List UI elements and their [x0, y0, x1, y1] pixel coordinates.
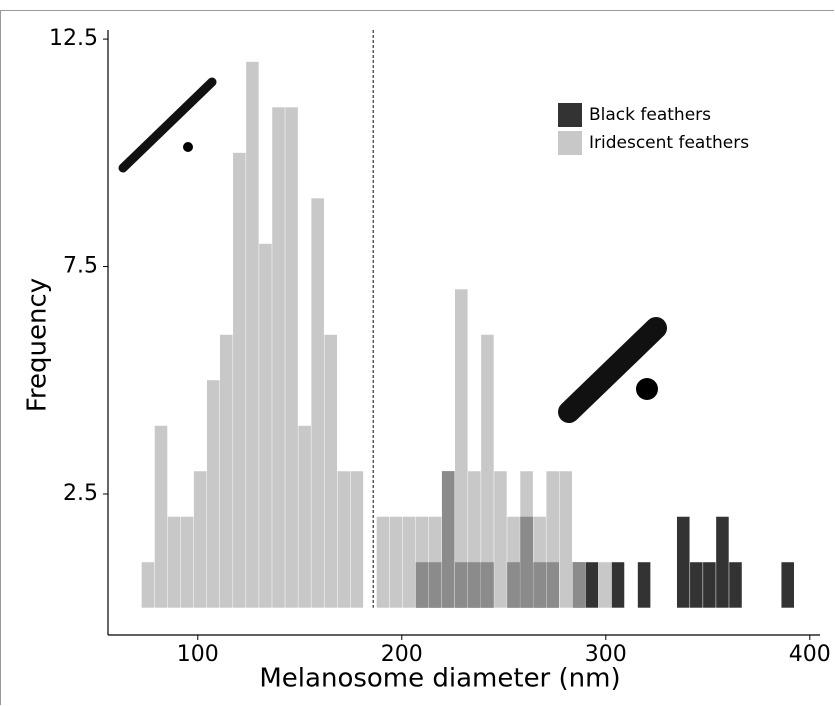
- y-tick-label: 2.5: [63, 481, 98, 506]
- bar: [676, 516, 690, 608]
- bar: [259, 243, 272, 608]
- bar: [703, 562, 716, 608]
- bar: [220, 334, 233, 608]
- bar: [455, 289, 468, 608]
- bar: [324, 334, 338, 608]
- bar: [533, 516, 546, 608]
- bar: [311, 198, 324, 608]
- bar: [428, 516, 442, 608]
- bar: [481, 334, 494, 608]
- bar: [402, 516, 416, 608]
- y-tick-label: 7.5: [63, 254, 98, 279]
- bar: [598, 562, 612, 608]
- bar: [507, 516, 520, 608]
- legend-swatch: [558, 131, 582, 155]
- bar: [285, 107, 298, 608]
- bar: [611, 562, 625, 608]
- rod-icon: [118, 77, 217, 173]
- bar: [167, 516, 181, 608]
- bar: [781, 562, 794, 608]
- bar: [272, 107, 285, 608]
- bar: [572, 562, 586, 608]
- bar: [389, 516, 403, 608]
- x-tick-label: 300: [585, 642, 627, 667]
- bar: [376, 516, 390, 608]
- legend-swatch: [558, 103, 582, 127]
- legend-label: Black feathers: [589, 105, 711, 125]
- bar: [233, 152, 246, 608]
- x-tick-label: 200: [381, 642, 423, 667]
- bar: [415, 516, 429, 608]
- bar: [716, 516, 729, 608]
- y-tick-label: 12.5: [49, 26, 98, 51]
- bar: [337, 471, 351, 608]
- bar: [154, 425, 168, 608]
- bar: [193, 471, 207, 608]
- bar: [441, 471, 455, 608]
- bar: [494, 471, 507, 608]
- dot-icon: [636, 378, 658, 400]
- bar: [559, 471, 573, 608]
- legend-label: Iridescent feathers: [589, 133, 749, 153]
- bar: [637, 562, 651, 608]
- bar: [206, 380, 220, 608]
- bar: [141, 562, 155, 608]
- bar: [298, 425, 311, 608]
- bar: [690, 562, 703, 608]
- x-tick-label: 400: [789, 642, 831, 667]
- bar: [468, 471, 481, 608]
- x-tick-label: 100: [177, 642, 219, 667]
- bar: [520, 471, 533, 608]
- y-axis-title: Frequency: [23, 278, 53, 412]
- plot-area: [141, 61, 794, 608]
- bar: [350, 471, 364, 608]
- dot-icon: [183, 142, 193, 152]
- x-axis-title: Melanosome diameter (nm): [259, 664, 620, 694]
- frame: [0, 10, 834, 705]
- bar: [585, 562, 599, 608]
- bar: [246, 61, 259, 608]
- bar: [546, 471, 559, 608]
- rod-icon: [558, 317, 667, 423]
- bar: [180, 516, 194, 608]
- bar: [729, 562, 742, 608]
